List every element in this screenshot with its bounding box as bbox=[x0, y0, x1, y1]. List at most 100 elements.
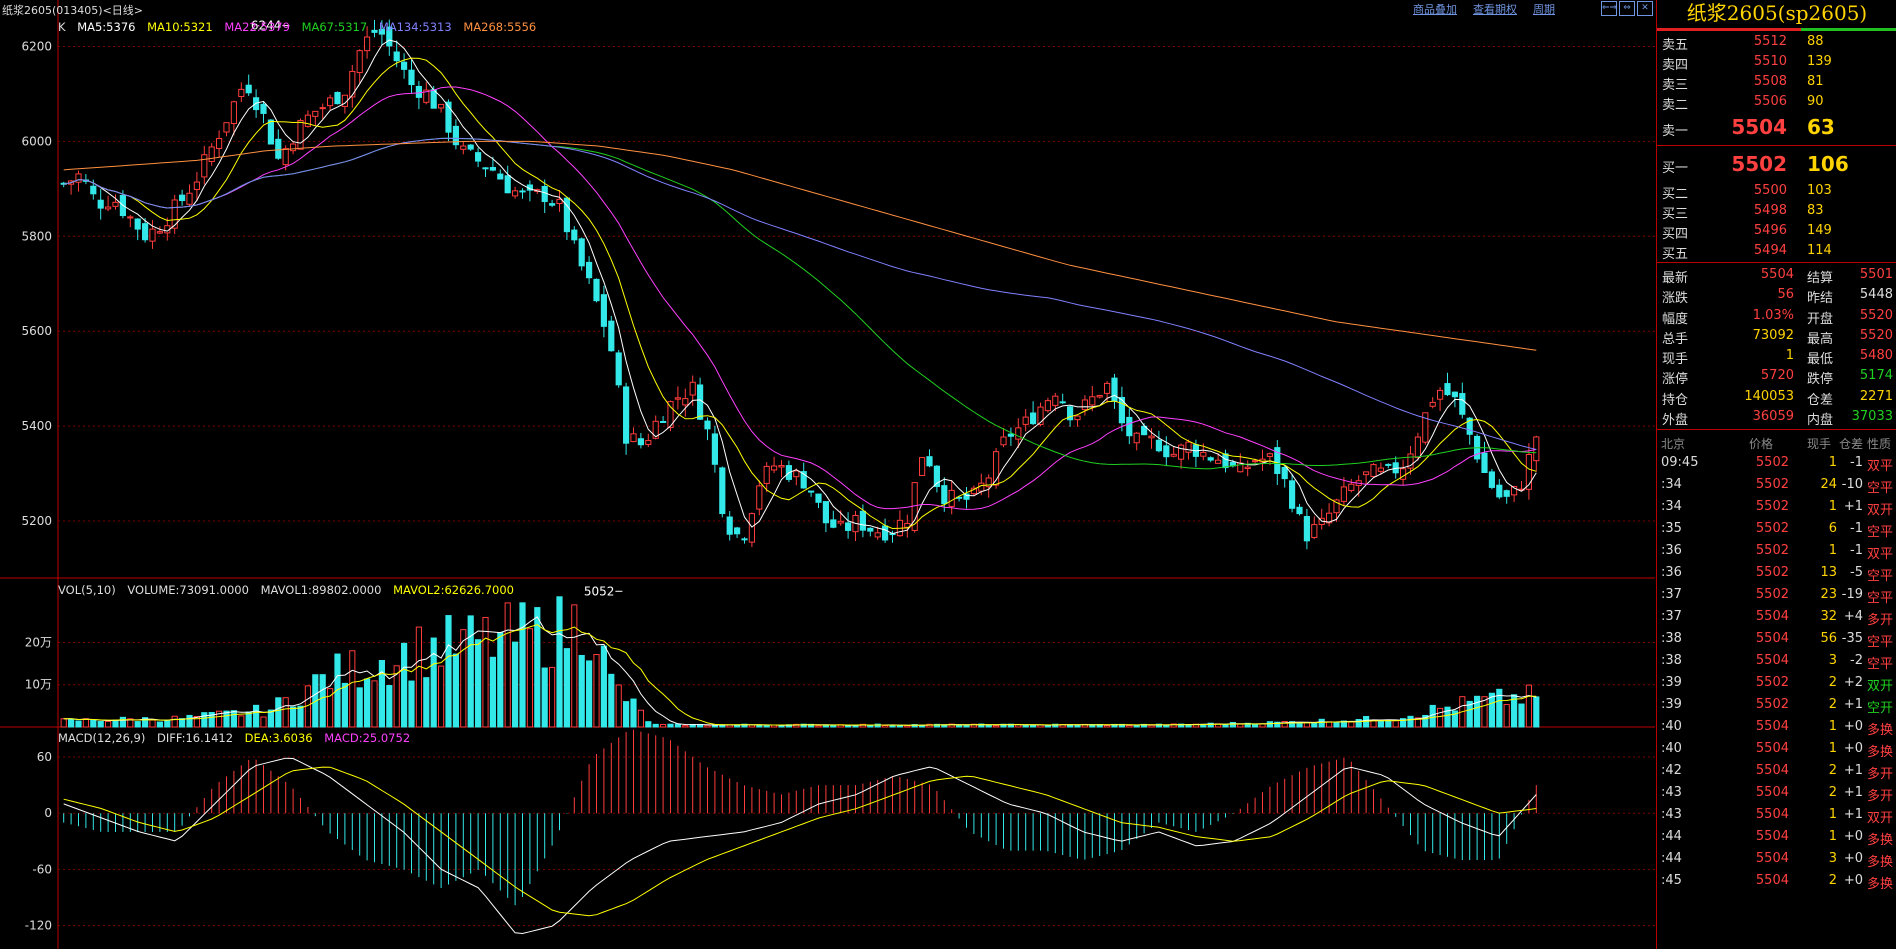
candle-body bbox=[874, 532, 881, 538]
candle-body bbox=[401, 61, 408, 70]
tick-header: 北京 价格 现手 仓差 性质 bbox=[1661, 437, 1892, 452]
candle-body bbox=[748, 513, 755, 543]
kline-label: K bbox=[58, 20, 66, 34]
overlay-link[interactable]: 商品叠加 bbox=[1413, 3, 1457, 16]
candle-body bbox=[615, 352, 622, 386]
tick-row: :34 5502 24 -10 空平 bbox=[1661, 477, 1894, 497]
volume-bar bbox=[371, 680, 378, 728]
ask-row[interactable]: 卖四 5510 139 bbox=[1662, 54, 1832, 73]
candle-body bbox=[682, 398, 689, 406]
bid-row[interactable]: 买三 5498 83 bbox=[1662, 203, 1824, 222]
volume-bar bbox=[334, 653, 341, 728]
ask-row-best[interactable]: 卖一 5504 63 bbox=[1662, 115, 1835, 139]
candle-body bbox=[600, 294, 607, 327]
volume-bar bbox=[105, 720, 112, 728]
resize-icon[interactable]: ⇔ bbox=[1619, 1, 1635, 16]
volume-bar bbox=[1170, 723, 1177, 728]
expand-icon[interactable]: ⇐⇒ bbox=[1601, 1, 1617, 16]
candle-body bbox=[238, 88, 245, 97]
candle-body bbox=[993, 451, 1000, 486]
stats-table: 最新 5504 结算 5501 涨跌 56 昨结 5448 幅度 1.03% 开盘 5520 总手 730… bbox=[1657, 265, 1896, 428]
volume-bar bbox=[1392, 719, 1399, 728]
candle-body bbox=[645, 440, 652, 445]
period-link[interactable]: 周期 bbox=[1533, 3, 1555, 16]
close-icon[interactable]: ✕ bbox=[1637, 1, 1653, 16]
candle-body bbox=[1052, 395, 1059, 406]
candle-body bbox=[371, 29, 378, 33]
candle-body bbox=[1222, 453, 1229, 469]
candle-body bbox=[1096, 395, 1103, 398]
tick-row: :34 5502 1 +1 双开 bbox=[1661, 499, 1894, 519]
volume-bar bbox=[171, 715, 178, 728]
candle-body bbox=[571, 229, 578, 241]
volume-bar bbox=[275, 697, 282, 728]
volume-legend: VOL(5,10) VOLUME:73091.0000 MAVOL1:89802… bbox=[58, 583, 522, 597]
candle-body bbox=[1037, 406, 1044, 425]
tick-list[interactable]: 09:45 5502 1 -1 双平:34 5502 24 -10 空平:34 5502 1 +1 双开… bbox=[1657, 452, 1896, 892]
volume-bar bbox=[112, 719, 119, 728]
volume-bar bbox=[904, 725, 911, 728]
volume-bar bbox=[260, 716, 267, 728]
candle-body bbox=[179, 194, 186, 202]
candle-body bbox=[1466, 417, 1473, 435]
candle-body bbox=[1089, 396, 1096, 406]
candle-body bbox=[822, 501, 829, 524]
candle-body bbox=[867, 527, 874, 532]
volume-bar bbox=[667, 723, 674, 728]
volume-bar bbox=[423, 677, 430, 728]
volume-bar bbox=[1237, 723, 1244, 728]
volume-bar bbox=[1266, 721, 1273, 728]
candle-body bbox=[438, 103, 445, 109]
candle-body bbox=[830, 519, 837, 528]
candle-body bbox=[808, 490, 815, 493]
candle-body bbox=[519, 190, 526, 193]
ma10-line bbox=[63, 57, 1537, 530]
candle-body bbox=[1244, 466, 1251, 470]
volume-bar bbox=[549, 666, 556, 728]
candle-body bbox=[223, 122, 230, 133]
volume-bar bbox=[578, 654, 585, 728]
candle-body bbox=[1200, 451, 1207, 457]
volume-bar bbox=[1163, 724, 1170, 728]
candle-body bbox=[978, 482, 985, 492]
candle-body bbox=[660, 420, 667, 423]
candle-body bbox=[1007, 433, 1014, 437]
volume-bar bbox=[756, 724, 763, 728]
bid-row[interactable]: 买四 5496 149 bbox=[1662, 223, 1832, 242]
volume-bar bbox=[290, 706, 297, 728]
chart-area[interactable]: 6200 6000 5800 5600 5400 5200 20万 10万 60 0 -60 -120… bbox=[0, 0, 1655, 949]
macd-tick-label: 60 bbox=[37, 750, 52, 764]
candle-body bbox=[297, 119, 304, 150]
volume-bar bbox=[119, 716, 126, 728]
ask-row[interactable]: 卖三 5508 81 bbox=[1662, 74, 1824, 93]
candle-body bbox=[1525, 453, 1532, 490]
bid-row-best[interactable]: 买一 5502 106 bbox=[1662, 152, 1849, 176]
candle-body bbox=[541, 185, 548, 203]
volume-bar bbox=[1311, 722, 1318, 728]
kline-chart[interactable]: 6200 6000 5800 5600 5400 5200 20万 10万 60 0 -60 -120… bbox=[0, 0, 1655, 949]
ma22-legend: MA22:5379 bbox=[224, 20, 290, 34]
ask-row[interactable]: 卖二 5506 90 bbox=[1662, 94, 1824, 113]
volume-bar bbox=[319, 674, 326, 728]
options-link[interactable]: 查看期权 bbox=[1473, 3, 1517, 16]
candle-body bbox=[282, 148, 289, 166]
volume-bar bbox=[238, 715, 245, 728]
volume-bar bbox=[179, 718, 186, 728]
contract-title: 纸浆2605(sp2605) bbox=[1686, 1, 1868, 25]
volume-bar bbox=[1518, 703, 1525, 728]
volume-bar bbox=[593, 654, 600, 728]
stat-row: 持仓 140053 仓差 2271 bbox=[1662, 388, 1893, 408]
volume-bar bbox=[452, 653, 459, 728]
volume-bar bbox=[896, 724, 903, 728]
bid-row[interactable]: 买五 5494 114 bbox=[1662, 243, 1832, 262]
candle-body bbox=[1451, 391, 1458, 398]
candle-body bbox=[1015, 427, 1022, 440]
candle-body bbox=[1274, 447, 1281, 474]
volume-bar bbox=[711, 724, 718, 728]
volume-bar bbox=[149, 719, 156, 728]
volume-bar bbox=[526, 628, 533, 728]
bid-row[interactable]: 买二 5500 103 bbox=[1662, 183, 1832, 202]
candle-body bbox=[763, 465, 770, 484]
ask-row[interactable]: 卖五 5512 88 bbox=[1662, 34, 1824, 53]
candle-body bbox=[926, 456, 933, 467]
